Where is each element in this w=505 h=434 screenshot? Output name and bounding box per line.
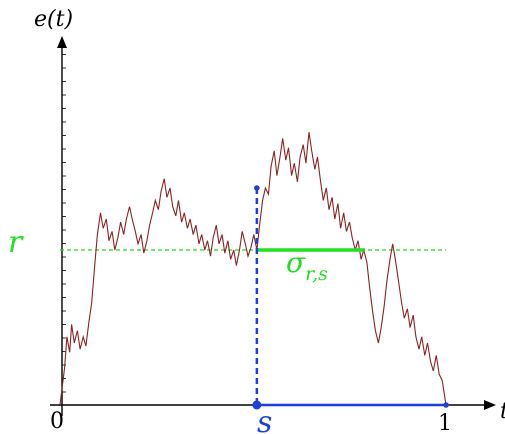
y-axis-label: e(t) [34, 7, 73, 32]
sigma-subscript: r,s [305, 263, 328, 285]
origin-label: 0 [50, 409, 64, 434]
one-dot [443, 402, 449, 408]
one-label: 1 [438, 411, 452, 434]
x-axis-arrowhead [484, 400, 496, 410]
sigma-symbol: σ [286, 246, 306, 279]
s-label: s [257, 405, 272, 434]
x-axis-label: t [500, 399, 505, 424]
excursion-path [59, 132, 447, 406]
s-top-dot [254, 185, 260, 191]
r-label: r [8, 225, 24, 260]
y-axis-arrowhead [57, 36, 67, 48]
s-bottom-dot [252, 400, 262, 410]
sigma-label: σr,s [286, 246, 328, 285]
